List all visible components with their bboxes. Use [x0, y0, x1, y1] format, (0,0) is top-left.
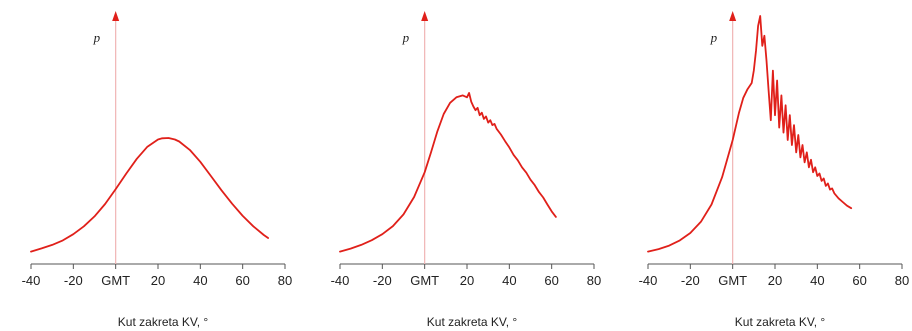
x-tick-label: 40 — [193, 273, 207, 288]
pressure-curve — [647, 15, 853, 253]
x-tick-label: GMT — [101, 273, 130, 288]
x-tick-label: 80 — [587, 273, 601, 288]
x-tick-label: -40 — [639, 273, 658, 288]
x-axis-title: Kut zakreta KV, ° — [735, 315, 826, 329]
x-tick-label: 80 — [895, 273, 909, 288]
x-tick-label: 60 — [544, 273, 558, 288]
y-axis-label: p — [710, 30, 718, 45]
chart-panel-1: -40 -20 GMT 20 40 60 80 p Kut zakreta KV, ° — [22, 11, 292, 329]
tdc-arrow-icon — [729, 11, 737, 21]
pressure-curve — [30, 137, 269, 253]
x-tick-label: GMT — [718, 273, 747, 288]
x-tick-label: -20 — [64, 273, 83, 288]
x-tick-label: GMT — [410, 273, 439, 288]
y-axis-label: p — [402, 30, 410, 45]
x-tick-label: 40 — [502, 273, 516, 288]
tdc-arrow-icon — [421, 11, 429, 21]
y-axis-label: p — [93, 30, 101, 45]
x-axis-title: Kut zakreta KV, ° — [427, 315, 518, 329]
x-tick-label: 40 — [810, 273, 824, 288]
x-tick-label: 20 — [768, 273, 782, 288]
x-tick-label: -40 — [331, 273, 350, 288]
x-tick-label: -20 — [373, 273, 392, 288]
tdc-arrow-icon — [112, 11, 120, 21]
x-tick-label: 60 — [235, 273, 249, 288]
x-axis-title: Kut zakreta KV, ° — [118, 315, 209, 329]
chart-panel-2: -40 -20 GMT 20 40 60 80 p Kut zakreta KV, ° — [331, 11, 601, 329]
x-tick-label: 20 — [151, 273, 165, 288]
x-tick-label: -40 — [22, 273, 41, 288]
x-tick-label: 60 — [852, 273, 866, 288]
chart-panel-3: -40 -20 GMT 20 40 60 80 p Kut zakreta KV, ° — [639, 11, 909, 329]
x-tick-label: 20 — [460, 273, 474, 288]
x-tick-label: -20 — [681, 273, 700, 288]
pressure-curve — [339, 92, 557, 253]
x-tick-label: 80 — [278, 273, 292, 288]
